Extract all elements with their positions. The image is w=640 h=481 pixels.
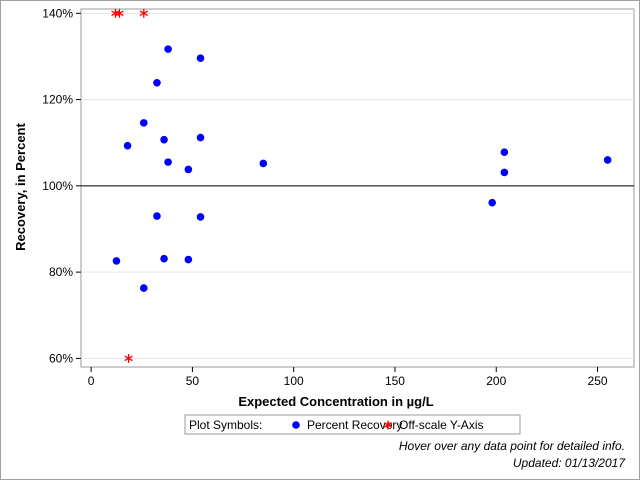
data-point[interactable] [153,78,161,87]
y-tick-label: 80% [49,265,73,279]
x-tick-label: 200 [486,374,506,388]
data-point[interactable] [488,198,497,207]
data-point[interactable] [259,159,268,168]
legend-dot-marker [292,421,300,429]
data-point[interactable] [164,158,172,166]
legend-asterisk-marker [383,420,393,430]
plot-area [80,8,635,368]
x-tick-label: 150 [385,374,405,388]
y-axis: 60% 80% 100% 120% 140% [42,6,81,365]
legend-entry-off-scale: Off-scale Y-Axis [399,418,483,432]
off-scale-point[interactable] [124,353,133,363]
x-axis: 0 50 100 150 200 250 [88,367,608,388]
data-point[interactable] [123,141,132,150]
off-scale-point[interactable] [115,8,124,18]
y-tick-label: 140% [42,6,73,20]
series-layer [111,8,612,363]
legend: Plot Symbols: Percent Recovery Off-scale… [184,414,521,435]
data-point[interactable] [603,156,612,164]
data-point[interactable] [184,255,193,264]
off-scale-point[interactable] [139,8,149,18]
legend-title: Plot Symbols: [189,418,262,432]
x-tick-label: 100 [284,374,304,388]
x-tick-label: 0 [88,374,95,388]
legend-entry-percent-recovery: Percent Recovery [307,418,402,432]
x-tick-label: 250 [588,374,608,388]
y-tick-label: 120% [42,93,73,107]
x-tick-label: 50 [186,374,200,388]
y-tick-label: 60% [49,351,73,365]
data-point[interactable] [196,54,205,62]
data-point[interactable] [160,254,168,263]
x-axis-label: Expected Concentration in µg/L [238,394,433,409]
hover-hint: Hover over any data point for detailed i… [398,439,625,453]
plot-background [80,8,635,368]
y-tick-label: 100% [42,179,73,193]
legend-box [184,414,521,435]
data-point[interactable] [184,165,193,174]
y-axis-label: Recovery, in Percent [13,123,28,251]
data-point[interactable] [500,168,509,177]
data-point[interactable] [112,257,121,265]
updated-date: Updated: 01/13/2017 [512,456,625,470]
data-point[interactable] [196,213,205,221]
data-point[interactable] [139,284,148,292]
data-point[interactable] [196,133,205,142]
data-point[interactable] [164,45,172,53]
data-point[interactable] [500,148,509,156]
data-point[interactable] [160,135,168,144]
data-point[interactable] [139,119,148,127]
data-point[interactable] [153,212,161,220]
